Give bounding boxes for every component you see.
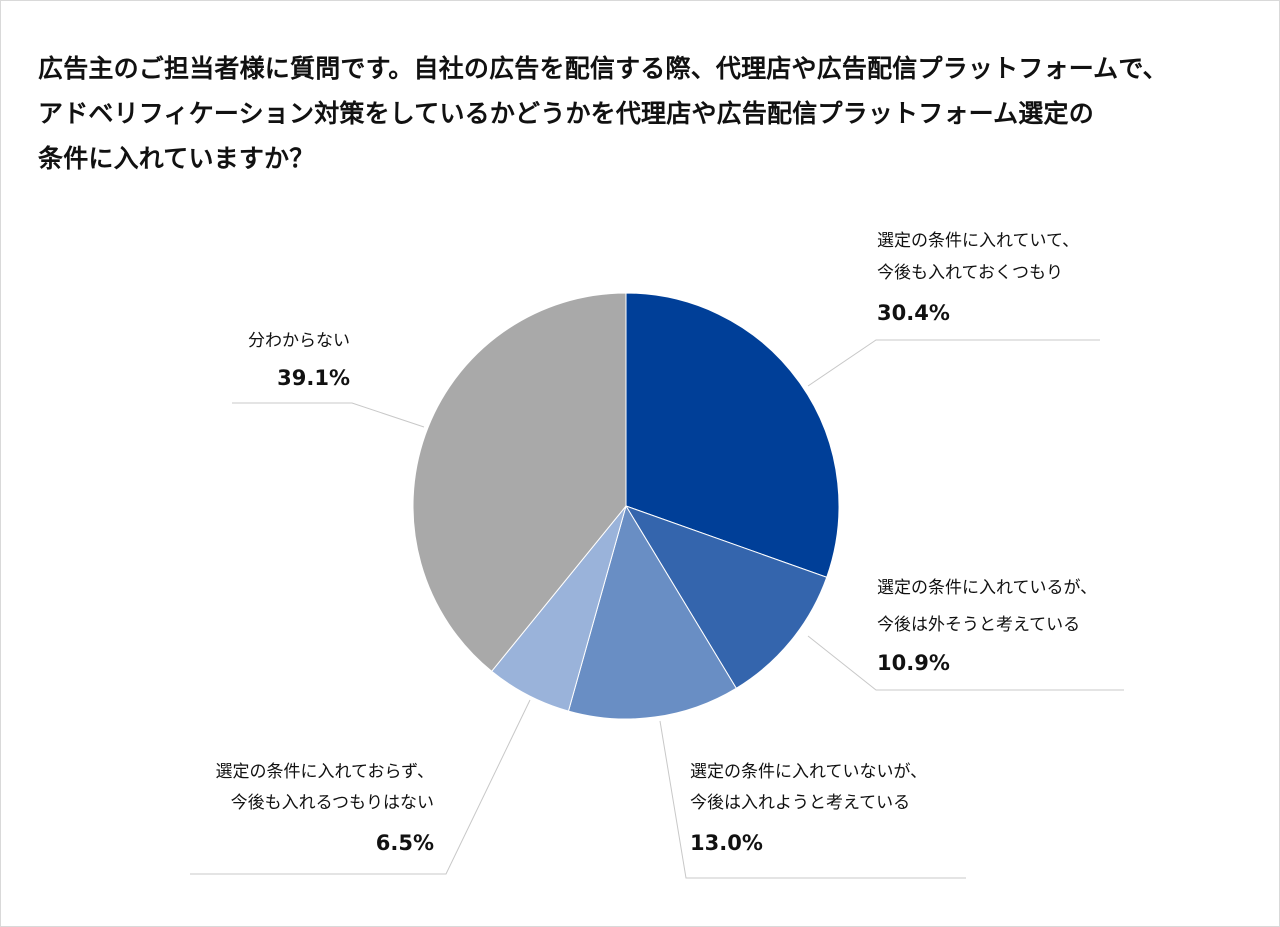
slice-label-2-line-2: 今後は外そうと考えている xyxy=(877,615,1080,635)
pie-slice-2 xyxy=(624,505,828,689)
pie-slice-3 xyxy=(567,504,737,720)
slice-label-2-line-1: 選定の条件に入れているが、 xyxy=(877,578,1097,598)
title-line-2: アドベリフィケーション対策をしているかどうかを代理店や広告配信プラットフォーム選… xyxy=(38,99,1094,128)
title-line-1: 広告主のご担当者様に質問です。自社の広告を配信する際、代理店や広告配信プラットフ… xyxy=(38,54,1168,83)
slice-label-1-line-2: 今後も入れておくつもり xyxy=(877,263,1063,283)
slice-value-label-3: 13.0% xyxy=(690,831,763,855)
leader-line-2 xyxy=(807,635,1124,691)
leader-line-1 xyxy=(807,339,1100,387)
slice-label-4-line-1: 選定の条件に入れておらず、 xyxy=(216,762,434,782)
slice-label-4-line-2: 今後も入れるつもりはない xyxy=(231,793,434,813)
slice-value-label-4: 6.5% xyxy=(376,831,434,855)
slice-label-1-line-1: 選定の条件に入れていて、 xyxy=(877,231,1079,251)
pie-slice-5 xyxy=(412,292,627,673)
leader-line-4 xyxy=(190,699,531,875)
slice-value-label-1: 30.4% xyxy=(877,301,950,325)
pie-slice-1 xyxy=(625,292,840,578)
chart-title: 広告主のご担当者様に質問です。自社の広告を配信する際、代理店や広告配信プラットフ… xyxy=(38,46,1248,181)
leader-line-5 xyxy=(232,402,425,428)
slice-value-label-5: 39.1% xyxy=(277,366,350,390)
slice-label-5-line-1: 分わからない xyxy=(248,331,350,351)
slice-label-3-line-2: 今後は入れようと考えている xyxy=(690,793,910,813)
slice-value-label-2: 10.9% xyxy=(877,651,950,675)
title-line-3: 条件に入れていますか？ xyxy=(38,144,315,173)
slice-label-3-line-1: 選定の条件に入れていないが、 xyxy=(690,762,927,782)
leader-line-3 xyxy=(659,720,966,879)
